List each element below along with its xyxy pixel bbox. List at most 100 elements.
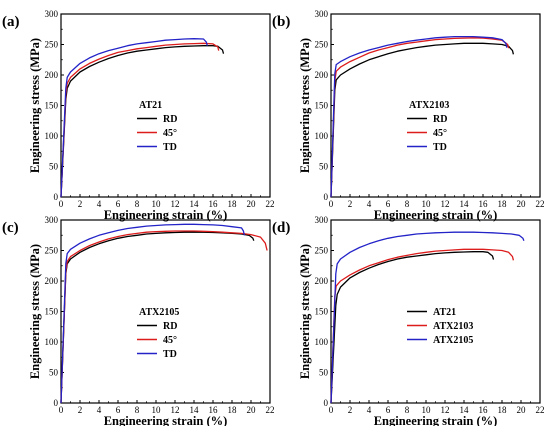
y-tick-label: 50 bbox=[49, 368, 59, 378]
y-tick-label: 250 bbox=[315, 40, 329, 50]
x-tick-label: 0 bbox=[329, 199, 334, 209]
x-tick-label: 12 bbox=[171, 405, 180, 415]
series-line-td bbox=[60, 223, 246, 404]
y-tick-label: 200 bbox=[315, 70, 329, 80]
x-tick-label: 0 bbox=[329, 405, 334, 415]
y-axis-label: Engineering stress (MPa) bbox=[298, 244, 312, 379]
y-tick-label: 250 bbox=[45, 40, 59, 50]
y-tick-label: 200 bbox=[45, 70, 59, 80]
x-tick-label: 10 bbox=[422, 199, 432, 209]
x-tick-label: 14 bbox=[190, 199, 200, 209]
legend-label: 45° bbox=[433, 128, 447, 139]
y-tick-label: 250 bbox=[45, 246, 59, 256]
legend-label: AT21 bbox=[433, 307, 456, 318]
legend-title: AT21 bbox=[139, 100, 162, 111]
y-axis-label: Engineering stress (MPa) bbox=[28, 38, 42, 173]
x-tick-label: 22 bbox=[536, 199, 545, 209]
legend-label: 45° bbox=[163, 128, 177, 139]
chart-panel-c: 0 2 4 6 8 10 12 14 16 18 20 22 0 50 100 150 200 250 300 Eng… bbox=[2, 215, 275, 426]
x-tick-label: 18 bbox=[228, 405, 238, 415]
panel-label: (a) bbox=[2, 14, 20, 30]
x-tick-label: 6 bbox=[116, 405, 121, 415]
panel-label: (b) bbox=[272, 14, 290, 30]
x-tick-label: 14 bbox=[190, 405, 200, 415]
x-tick-label: 20 bbox=[517, 405, 527, 415]
x-tick-label: 14 bbox=[460, 199, 470, 209]
x-tick-label: 10 bbox=[152, 405, 162, 415]
series-line-atx2103 bbox=[330, 248, 515, 404]
x-tick-label: 2 bbox=[78, 199, 83, 209]
series-line-45 bbox=[330, 37, 510, 198]
series-line-45 bbox=[60, 230, 268, 404]
y-tick-label: 200 bbox=[315, 276, 329, 286]
series-line-45 bbox=[60, 42, 220, 198]
x-axis-label: Engineering strain (%) bbox=[374, 208, 498, 222]
y-tick-label: 100 bbox=[45, 131, 59, 141]
chart-panel-d: 0 2 4 6 8 10 12 14 16 18 20 22 0 50 100 150 200 250 300 Eng… bbox=[272, 215, 545, 426]
x-tick-label: 18 bbox=[498, 405, 508, 415]
y-axis-label: Engineering stress (MPa) bbox=[298, 38, 312, 173]
chart-panel-b: 0 2 4 6 8 10 12 14 16 18 20 22 0 50 100 150 200 250 300 Eng… bbox=[272, 9, 545, 222]
legend-label: ATX2105 bbox=[433, 335, 473, 346]
y-tick-label: 50 bbox=[319, 368, 329, 378]
x-tick-label: 18 bbox=[498, 199, 508, 209]
legend-label: RD bbox=[163, 321, 177, 332]
x-tick-label: 22 bbox=[266, 405, 275, 415]
y-tick-label: 250 bbox=[315, 246, 329, 256]
legend-label: TD bbox=[433, 142, 447, 153]
x-axis-label: Engineering strain (%) bbox=[374, 414, 498, 426]
x-tick-label: 12 bbox=[441, 405, 450, 415]
y-tick-label: 300 bbox=[315, 215, 329, 225]
panel-label: (d) bbox=[272, 220, 290, 236]
x-tick-label: 10 bbox=[152, 199, 162, 209]
y-tick-label: 200 bbox=[45, 276, 59, 286]
x-tick-label: 4 bbox=[97, 405, 102, 415]
y-tick-label: 100 bbox=[45, 337, 59, 347]
y-tick-label: 0 bbox=[324, 192, 329, 202]
x-tick-label: 2 bbox=[78, 405, 83, 415]
x-tick-label: 2 bbox=[348, 405, 353, 415]
y-tick-label: 150 bbox=[45, 307, 59, 317]
x-tick-label: 6 bbox=[386, 405, 391, 415]
x-tick-label: 8 bbox=[405, 405, 410, 415]
x-tick-label: 8 bbox=[405, 199, 410, 209]
x-tick-label: 22 bbox=[266, 199, 275, 209]
x-tick-label: 10 bbox=[422, 405, 432, 415]
y-tick-label: 0 bbox=[324, 398, 329, 408]
x-tick-label: 6 bbox=[116, 199, 121, 209]
x-tick-label: 12 bbox=[171, 199, 180, 209]
legend-label: RD bbox=[433, 114, 447, 125]
panel-label: (c) bbox=[2, 220, 19, 236]
y-tick-label: 100 bbox=[315, 337, 329, 347]
x-tick-label: 16 bbox=[479, 405, 489, 415]
x-tick-label: 4 bbox=[367, 405, 372, 415]
x-tick-label: 6 bbox=[386, 199, 391, 209]
x-tick-label: 8 bbox=[135, 405, 140, 415]
x-tick-label: 18 bbox=[228, 199, 238, 209]
x-tick-label: 16 bbox=[479, 199, 489, 209]
y-tick-label: 50 bbox=[49, 162, 59, 172]
series-line-atx2105 bbox=[330, 231, 525, 404]
x-tick-label: 0 bbox=[59, 405, 64, 415]
legend-label: ATX2103 bbox=[433, 321, 473, 332]
series-line-td bbox=[60, 38, 208, 198]
y-tick-label: 0 bbox=[54, 398, 59, 408]
x-tick-label: 12 bbox=[441, 199, 450, 209]
series-line-td bbox=[330, 35, 508, 198]
y-tick-label: 50 bbox=[319, 162, 329, 172]
y-tick-label: 300 bbox=[315, 9, 329, 19]
legend-label: TD bbox=[163, 142, 177, 153]
y-tick-label: 150 bbox=[315, 101, 329, 111]
legend-label: 45° bbox=[163, 335, 177, 346]
legend-title: ATX2105 bbox=[139, 307, 179, 318]
x-tick-label: 20 bbox=[247, 199, 257, 209]
x-tick-label: 16 bbox=[209, 199, 219, 209]
x-tick-label: 0 bbox=[59, 199, 64, 209]
x-tick-label: 4 bbox=[97, 199, 102, 209]
x-tick-label: 14 bbox=[460, 405, 470, 415]
x-tick-label: 22 bbox=[536, 405, 545, 415]
series-line-rd bbox=[60, 45, 225, 198]
x-tick-label: 20 bbox=[517, 199, 527, 209]
chart-panel-a: 0 2 4 6 8 10 12 14 16 18 20 22 0 50 100 150 200 250 300 Eng… bbox=[2, 9, 275, 222]
